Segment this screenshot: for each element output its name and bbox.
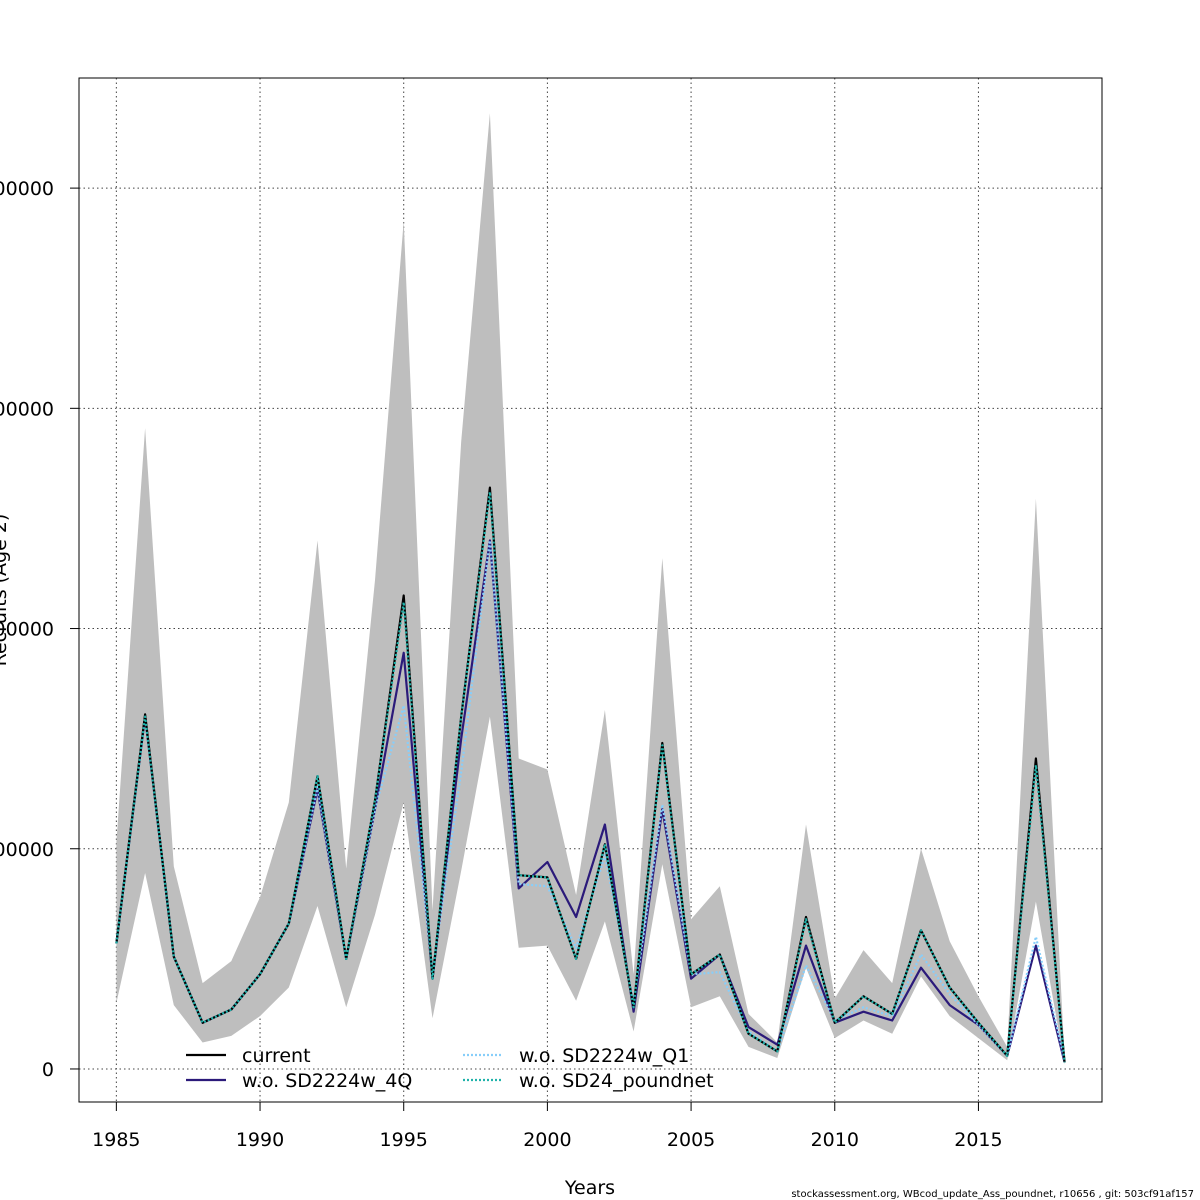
plot-frame [78, 77, 1103, 1103]
legend-label: w.o. SD24_poundnet [519, 1070, 714, 1092]
y-tick-label: 0 [42, 1059, 54, 1081]
legend-label: w.o. SD2224w_Q1 [519, 1045, 689, 1067]
y-tick-label: 400000 [0, 178, 54, 200]
x-tick-label: 1990 [236, 1129, 284, 1151]
y-axis-title: Recruits (Age 2) [0, 514, 11, 667]
y-tick-label: 100000 [0, 839, 54, 861]
x-tick-label: 2010 [811, 1129, 859, 1151]
x-axis: 1985 1990 1995 2000 2005 2010 2015 [92, 1102, 1003, 1151]
x-tick-label: 1985 [92, 1129, 140, 1151]
footer-credit: stockassessment.org, WBcod_update_Ass_po… [791, 1189, 1194, 1200]
x-tick-label: 2005 [667, 1129, 715, 1151]
confidence-band [116, 113, 1065, 1065]
legend-label: current [242, 1045, 311, 1067]
series-line-3 [115, 490, 1066, 1063]
x-tick-label: 2000 [523, 1129, 571, 1151]
x-tick-label: 2015 [954, 1129, 1002, 1151]
legend: current w.o. SD2224w_4Q w.o. SD2224w_Q1 w.o… [186, 1045, 714, 1092]
x-axis-title: Years [564, 1177, 615, 1199]
legend-label: w.o. SD2224w_4Q [242, 1070, 412, 1092]
y-tick-label: 200000 [0, 619, 54, 641]
y-tick-label: 300000 [0, 398, 54, 420]
confidence-band-layer [116, 113, 1065, 1065]
series-lines-layer [115, 486, 1066, 1063]
x-tick-label: 1995 [380, 1129, 428, 1151]
y-axis: 0 100000 200000 300000 400000 [0, 178, 79, 1081]
